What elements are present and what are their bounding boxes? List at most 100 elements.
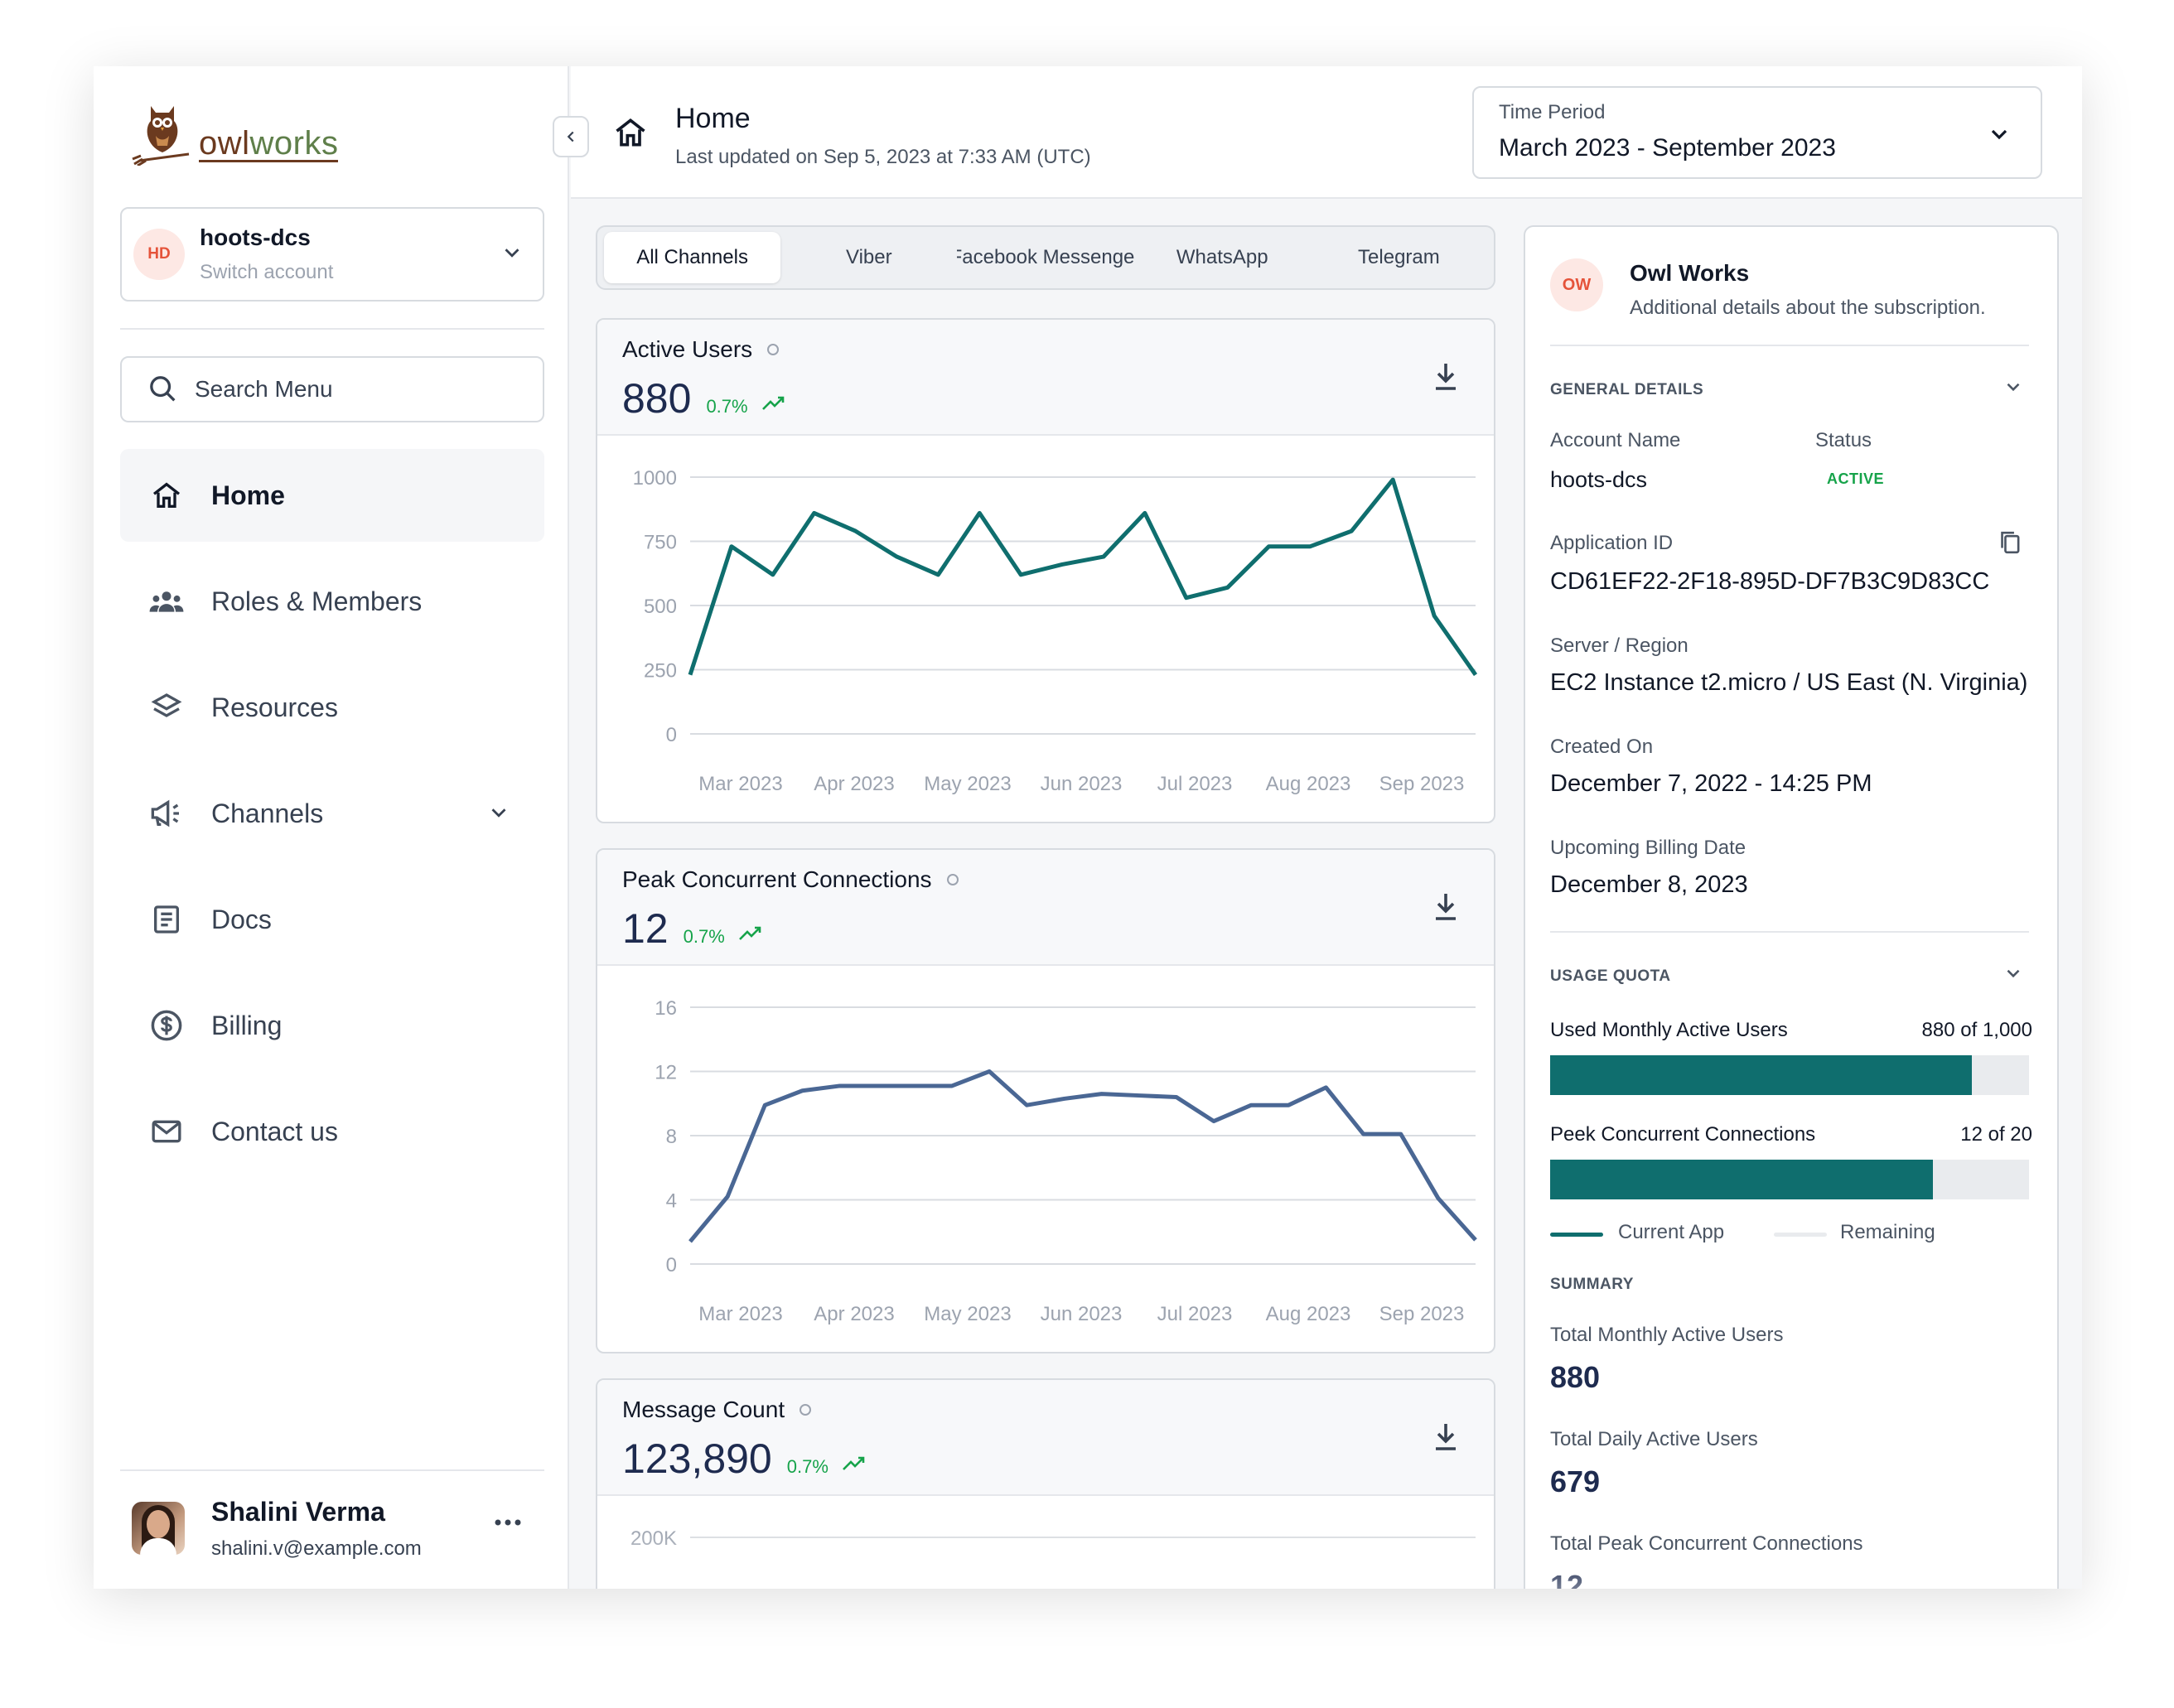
pcc-quota-label: Peek Concurrent Connections [1550, 1123, 1816, 1146]
mau-quota-fill [1550, 1055, 1972, 1095]
account-switcher[interactable]: HD hoots-dcs Switch account [120, 207, 544, 302]
x-tick-label: Sep 2023 [1379, 773, 1465, 795]
chevron-down-icon[interactable] [2002, 376, 2024, 398]
card-title: Peak Concurrent Connections [622, 866, 932, 892]
dollar-icon [147, 1006, 186, 1045]
nav-roles-members[interactable]: Roles & Members [120, 555, 544, 648]
card-value: 880 [622, 375, 692, 422]
info-icon[interactable] [800, 1404, 812, 1416]
nav-docs-label: Docs [211, 904, 272, 934]
divider [120, 328, 544, 330]
x-tick-label: Aug 2023 [1266, 1303, 1351, 1325]
series-line [688, 477, 1478, 677]
total-mau-label: Total Monthly Active Users [1550, 1324, 1784, 1346]
account-name: hoots-dcs [200, 224, 311, 250]
tab-viber[interactable]: Viber [846, 246, 892, 268]
chevron-down-icon[interactable] [486, 800, 511, 825]
nav-contact-label: Contact us [211, 1116, 338, 1146]
total-dau-value: 679 [1550, 1464, 1601, 1498]
user-avatar [132, 1502, 185, 1555]
download-icon[interactable] [1431, 890, 1461, 923]
y-tick-label: 16 [655, 997, 677, 1020]
switch-account-label: Switch account [200, 261, 334, 283]
message-count-card: Message Count 123,890 0.7% 200K [596, 1378, 1495, 1589]
user-name: Shalini Verma [211, 1496, 385, 1527]
x-tick-label: Jun 2023 [1041, 773, 1123, 795]
megaphone-icon [147, 794, 186, 833]
card-value: 123,890 [622, 1435, 772, 1482]
active-users-card: Active Users 880 0.7% 0 250 500 750 1000 Mar … [596, 318, 1495, 823]
pcc-quota-value: 12 of 20 [1960, 1123, 2032, 1146]
card-value: 12 [622, 905, 669, 952]
nav-billing-label: Billing [211, 1010, 283, 1040]
y-tick-label: 1000 [633, 467, 677, 490]
tab-all-channels[interactable]: All Channels [604, 232, 781, 283]
nav-billing[interactable]: Billing [120, 979, 544, 1072]
nav-contact-us[interactable]: Contact us [120, 1085, 544, 1178]
nav-resources[interactable]: Resources [120, 661, 544, 754]
created-on-value: December 7, 2022 - 14:25 PM [1550, 770, 1872, 797]
change-percent: 0.7% [706, 396, 748, 417]
y-tick-label: 8 [666, 1126, 677, 1148]
x-tick-label: Apr 2023 [814, 773, 894, 795]
x-tick-label: Mar 2023 [698, 1303, 782, 1325]
y-tick-label: 0 [666, 724, 677, 746]
search-menu-input[interactable]: Search Menu [120, 356, 544, 422]
x-tick-label: Sep 2023 [1379, 1303, 1465, 1325]
more-options-icon[interactable] [491, 1514, 524, 1531]
nav-channels[interactable]: Channels [120, 767, 544, 860]
time-period-select[interactable]: Time Period March 2023 - September 2023 [1472, 86, 2042, 179]
download-icon[interactable] [1431, 359, 1461, 393]
billing-date-label: Upcoming Billing Date [1550, 837, 1746, 859]
home-icon [147, 475, 186, 515]
nav-home[interactable]: Home [120, 449, 544, 542]
server-region-value: EC2 Instance t2.micro / US East (N. Virg… [1550, 669, 2028, 696]
legend-remaining-swatch [1774, 1233, 1827, 1237]
chevron-left-icon [567, 131, 574, 142]
divider [1550, 931, 2029, 933]
chevron-down-icon[interactable] [2002, 963, 2024, 984]
legend-current-label: Current App [1618, 1221, 1725, 1243]
page-title: Home [675, 103, 751, 134]
download-icon[interactable] [1431, 1420, 1461, 1453]
last-updated-text: Last updated on Sep 5, 2023 at 7:33 AM (… [675, 146, 1091, 168]
subscription-details-panel: OW Owl Works Additional details about th… [1524, 225, 2059, 1589]
user-profile[interactable]: Shalini Verma shalini.v@example.com [120, 1474, 544, 1582]
x-tick-label: Jun 2023 [1041, 1303, 1123, 1325]
trending-up-icon [842, 1456, 865, 1470]
total-pcc-label: Total Peak Concurrent Connections [1550, 1532, 1863, 1555]
y-tick-label: 4 [666, 1190, 677, 1213]
pcc-quota-bar [1550, 1160, 2029, 1199]
tab-facebook-messenger[interactable]: Facebook Messenger [957, 246, 1134, 268]
total-mau-value: 880 [1550, 1360, 1601, 1394]
tab-telegram[interactable]: Telegram [1358, 246, 1440, 268]
document-icon [147, 900, 186, 939]
general-details-heading: GENERAL DETAILS [1550, 381, 1704, 398]
home-icon [616, 118, 645, 147]
nav-docs[interactable]: Docs [120, 873, 544, 966]
application-id-value: CD61EF22-2F18-895D-DF7B3C9D83CC [1550, 568, 1990, 595]
series-line [688, 1069, 1477, 1243]
trending-up-icon [761, 396, 784, 410]
info-icon[interactable] [946, 874, 959, 885]
x-tick-label: Apr 2023 [814, 1303, 894, 1325]
org-name: Owl Works [1630, 260, 1750, 286]
user-email: shalini.v@example.com [211, 1537, 422, 1560]
x-tick-label: Mar 2023 [698, 773, 782, 795]
collapse-sidebar-button[interactable] [553, 116, 589, 157]
time-period-value: March 2023 - September 2023 [1499, 134, 1836, 162]
owlworks-logo[interactable]: owlworks [131, 99, 339, 166]
divider [120, 1469, 544, 1471]
x-tick-label: May 2023 [924, 1303, 1011, 1325]
status-badge: ACTIVE [1827, 470, 1885, 487]
info-icon[interactable] [767, 344, 780, 355]
tab-whatsapp[interactable]: WhatsApp [1176, 246, 1268, 268]
created-on-label: Created On [1550, 736, 1654, 758]
change-percent: 0.7% [683, 926, 725, 947]
copy-icon[interactable] [1998, 528, 2024, 557]
peak-connections-chart: 0 4 8 12 16 Mar 2023 Apr 2023 May 2023 Jun 2023 J… [655, 997, 1477, 1325]
page-header: Home Last updated on Sep 5, 2023 at 7:33… [571, 66, 2082, 199]
y-tick-label: 250 [644, 660, 677, 683]
y-tick-label: 12 [655, 1062, 677, 1084]
y-tick-label: 0 [666, 1254, 677, 1276]
